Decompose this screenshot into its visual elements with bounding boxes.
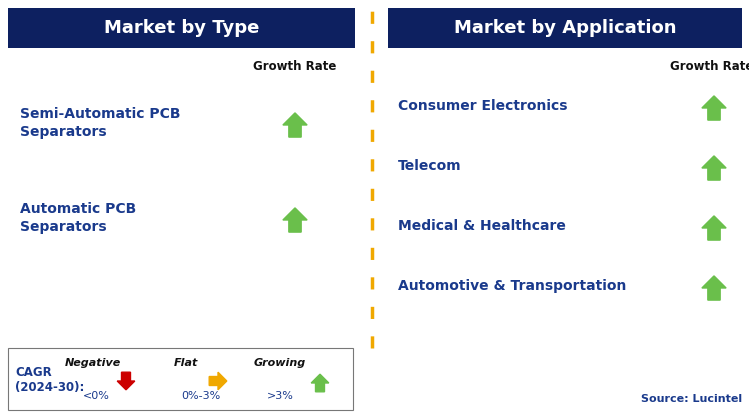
- Text: Source: Lucintel: Source: Lucintel: [641, 394, 742, 404]
- Polygon shape: [283, 208, 307, 232]
- Text: Medical & Healthcare: Medical & Healthcare: [398, 219, 566, 233]
- Text: Market by Application: Market by Application: [454, 19, 676, 37]
- Text: Flat: Flat: [174, 358, 198, 368]
- Text: <0%: <0%: [82, 391, 109, 401]
- Text: Automotive & Transportation: Automotive & Transportation: [398, 279, 626, 293]
- Polygon shape: [209, 372, 227, 390]
- Text: Negative: Negative: [65, 358, 121, 368]
- Text: (2024-30):: (2024-30):: [15, 380, 85, 393]
- Polygon shape: [283, 113, 307, 137]
- Text: Growth Rate: Growth Rate: [253, 59, 337, 72]
- Text: >3%: >3%: [267, 391, 294, 401]
- Polygon shape: [117, 372, 135, 390]
- Text: Automatic PCB
Separators: Automatic PCB Separators: [20, 202, 136, 234]
- Polygon shape: [702, 96, 726, 120]
- Text: CAGR: CAGR: [15, 365, 52, 379]
- Text: 0%-3%: 0%-3%: [181, 391, 221, 401]
- FancyBboxPatch shape: [8, 8, 355, 48]
- Text: Telecom: Telecom: [398, 159, 461, 173]
- FancyBboxPatch shape: [388, 8, 742, 48]
- Text: Growth Rate: Growth Rate: [670, 59, 749, 72]
- Text: Market by Type: Market by Type: [104, 19, 259, 37]
- Text: Consumer Electronics: Consumer Electronics: [398, 99, 568, 113]
- Text: Growing: Growing: [254, 358, 306, 368]
- Text: Semi-Automatic PCB
Separators: Semi-Automatic PCB Separators: [20, 107, 181, 139]
- FancyBboxPatch shape: [8, 348, 353, 410]
- Polygon shape: [702, 216, 726, 240]
- Polygon shape: [702, 276, 726, 300]
- Polygon shape: [311, 374, 329, 392]
- Polygon shape: [702, 156, 726, 180]
